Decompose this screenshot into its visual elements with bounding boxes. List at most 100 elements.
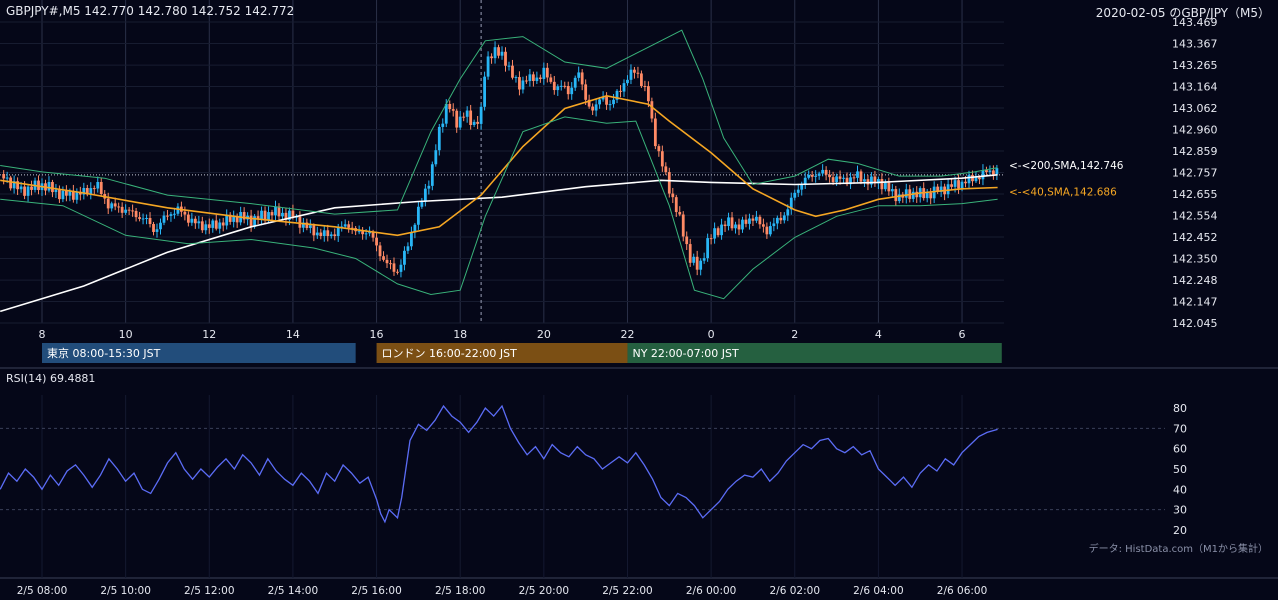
candle-body xyxy=(110,203,114,209)
price-tick-label: 142.147 xyxy=(1172,295,1218,308)
candle-body xyxy=(608,104,612,106)
candle-body xyxy=(361,231,365,235)
candle-body xyxy=(221,222,225,226)
rsi-tick-label: 30 xyxy=(1173,504,1187,517)
candle-body xyxy=(288,210,291,220)
candle-body xyxy=(761,224,765,227)
candle-body xyxy=(465,110,469,117)
candle-body xyxy=(472,121,476,125)
price-x-tick-label: 8 xyxy=(39,328,46,341)
price-tick-label: 143.062 xyxy=(1172,102,1218,115)
candle-body xyxy=(814,175,818,177)
candle-body xyxy=(211,220,215,228)
candle-body xyxy=(556,86,560,91)
candle-body xyxy=(430,164,434,186)
candle-body xyxy=(200,221,204,231)
candle-body xyxy=(511,65,514,78)
price-x-tick-label: 10 xyxy=(119,328,133,341)
candle-body xyxy=(849,177,852,185)
candle-body xyxy=(803,177,807,185)
candle-body xyxy=(145,217,148,219)
candle-body xyxy=(75,191,79,200)
price-tick-label: 142.757 xyxy=(1172,167,1218,180)
candle-body xyxy=(389,263,392,265)
candle-body xyxy=(197,221,201,224)
candle-body xyxy=(936,186,940,192)
candle-body xyxy=(995,168,999,175)
candle-body xyxy=(113,203,117,207)
candle-body xyxy=(305,222,309,229)
candle-body xyxy=(598,99,601,105)
candle-body xyxy=(284,212,288,220)
price-tick-label: 142.350 xyxy=(1172,253,1218,266)
candle-body xyxy=(124,209,128,213)
candle-body xyxy=(904,189,908,198)
candle-body xyxy=(249,215,253,227)
candle-body xyxy=(186,214,190,223)
candle-body xyxy=(695,256,699,270)
price-tick-label: 142.960 xyxy=(1172,124,1218,137)
price-x-tick-label: 14 xyxy=(286,328,300,341)
candle-body xyxy=(315,232,319,236)
price-x-tick-label: 6 xyxy=(959,328,966,341)
session-label: ロンドン 16:00-22:00 JST xyxy=(382,347,518,360)
candle-body xyxy=(451,109,455,111)
candle-body xyxy=(887,182,891,192)
candle-body xyxy=(605,96,608,105)
candle-body xyxy=(193,218,197,224)
time-axis-label: 2/5 08:00 xyxy=(17,585,68,597)
candle-body xyxy=(866,179,870,185)
candle-body xyxy=(385,259,389,264)
candle-body xyxy=(591,106,595,111)
candle-body xyxy=(326,230,330,237)
time-axis-label: 2/5 22:00 xyxy=(602,585,653,597)
candle-body xyxy=(469,110,473,125)
rsi-tick-label: 70 xyxy=(1173,422,1187,435)
candle-body xyxy=(772,223,776,227)
candle-body xyxy=(437,126,441,151)
candle-body xyxy=(681,214,685,237)
candle-body xyxy=(368,232,371,234)
time-axis-label: 2/6 02:00 xyxy=(770,585,821,597)
candle-body xyxy=(152,224,155,232)
candle-body xyxy=(612,99,615,105)
candle-body xyxy=(870,176,873,185)
candle-body xyxy=(2,173,6,179)
rsi-tick-label: 40 xyxy=(1173,483,1187,496)
candle-body xyxy=(897,194,901,202)
candle-body xyxy=(650,101,654,119)
candle-body xyxy=(587,99,591,107)
candle-body xyxy=(535,77,539,81)
candle-body xyxy=(5,177,9,179)
candle-body xyxy=(225,214,229,226)
candle-body xyxy=(992,170,995,175)
candle-body xyxy=(911,191,915,199)
candle-body xyxy=(155,229,159,232)
candle-body xyxy=(378,245,382,257)
candle-body xyxy=(643,86,647,88)
candle-body xyxy=(190,218,194,223)
candle-body xyxy=(298,216,302,228)
candle-body xyxy=(660,151,664,167)
candle-body xyxy=(176,206,180,214)
candle-body xyxy=(779,217,783,221)
candle-body xyxy=(692,256,696,263)
candle-body xyxy=(54,189,58,193)
time-axis-label: 2/6 04:00 xyxy=(853,585,904,597)
candle-body xyxy=(842,177,845,179)
bollinger-upper-line xyxy=(0,29,998,215)
candle-body xyxy=(960,181,964,189)
candle-body xyxy=(141,218,145,220)
candle-body xyxy=(162,215,166,223)
candle-body xyxy=(406,246,410,251)
candle-body xyxy=(9,177,13,189)
candle-body xyxy=(514,77,518,79)
candle-body xyxy=(817,173,821,176)
candle-body xyxy=(580,72,584,85)
candle-body xyxy=(68,190,72,196)
price-x-tick-label: 4 xyxy=(875,328,882,341)
candle-body xyxy=(493,47,497,59)
candle-body xyxy=(640,73,643,87)
rsi-tick-label: 80 xyxy=(1173,402,1187,415)
